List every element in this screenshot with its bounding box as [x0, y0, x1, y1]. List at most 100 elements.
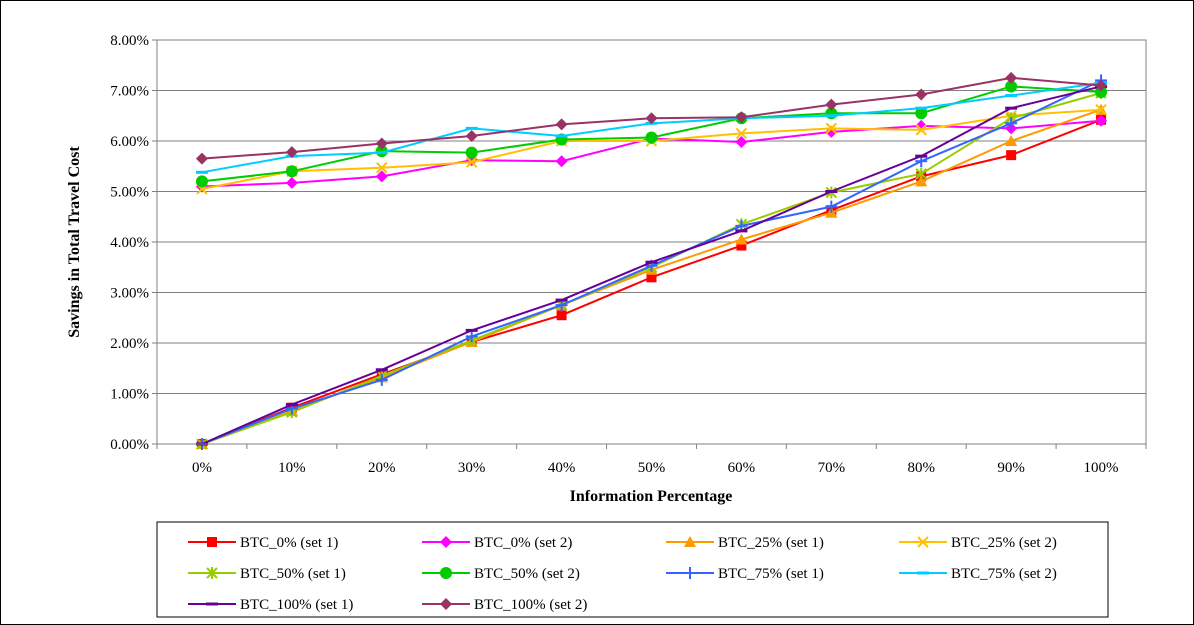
legend-marker [917, 536, 929, 548]
legend-item: BTC_100% (set 2) [422, 597, 587, 613]
legend-item: BTC_25% (set 1) [666, 535, 824, 551]
data-point [915, 119, 928, 132]
data-point [1095, 86, 1108, 99]
data-point [1095, 79, 1108, 92]
data-point [285, 165, 298, 178]
legend-marker [440, 598, 452, 610]
data-point [825, 114, 838, 118]
data-point [555, 134, 568, 138]
data-point [285, 176, 298, 189]
legend-label: BTC_100% (set 1) [240, 597, 353, 613]
legend-label: BTC_0% (set 2) [474, 535, 572, 551]
legend-marker [684, 567, 696, 579]
x-tick-label: 10% [278, 460, 306, 476]
legend-marker [440, 567, 452, 579]
x-axis-title: Information Percentage [570, 488, 733, 505]
data-point [465, 328, 478, 332]
legend-marker [917, 571, 929, 575]
data-point [1005, 135, 1018, 146]
x-axis-ticks: 0% 10% 20% 30% 40% 50% 60% 70% 80% 90% 100% [156, 444, 1147, 476]
x-tick-label: 30% [458, 460, 486, 476]
data-point [1005, 117, 1018, 130]
data-point [645, 131, 658, 144]
data-point [825, 190, 838, 193]
legend-marker [206, 602, 218, 606]
data-point [735, 229, 748, 233]
legend-item: BTC_75% (set 2) [899, 566, 1057, 582]
legend-marker [207, 537, 217, 547]
data-point [375, 368, 388, 372]
x-tick-label: 40% [548, 460, 576, 476]
y-tick-label: 7.00% [110, 84, 149, 100]
y-tick-label: 8.00% [110, 33, 149, 49]
y-tick-label: 3.00% [110, 286, 149, 302]
series-10 [195, 71, 1108, 165]
legend-label: BTC_75% (set 2) [951, 566, 1057, 582]
legend-item: BTC_50% (set 2) [422, 566, 580, 582]
y-tick-label: 1.00% [110, 387, 149, 403]
x-tick-label: 60% [728, 460, 756, 476]
data-point [646, 272, 657, 283]
data-point [645, 112, 658, 125]
data-point [555, 118, 568, 131]
data-point [1095, 103, 1107, 116]
data-point [376, 162, 388, 174]
data-point [556, 310, 567, 321]
data-point [465, 330, 478, 343]
data-point [915, 88, 928, 101]
data-point [915, 175, 928, 187]
y-axis-title: Savings in Total Travel Cost [66, 146, 83, 338]
data-point [735, 127, 748, 140]
y-tick-label: 6.00% [110, 134, 149, 150]
data-point [1006, 150, 1017, 161]
legend-label: BTC_100% (set 2) [474, 597, 587, 613]
legend: BTC_0% (set 1) BTC_0% (set 2) BTC_25% (set… [188, 535, 1057, 613]
legend-label: BTC_0% (set 1) [240, 535, 338, 551]
data-point [915, 107, 928, 120]
data-point [735, 233, 748, 245]
x-tick-label: 90% [997, 460, 1025, 476]
series-6 [195, 80, 1108, 188]
data-point [645, 260, 658, 264]
y-axis-ticks: 0.00% 1.00% 2.00% 3.00% 4.00% 5.00% 6.00% 7.00%… [110, 33, 157, 453]
x-tick-label: 80% [907, 460, 935, 476]
y-tick-label: 4.00% [110, 235, 149, 251]
data-point [375, 151, 388, 155]
series-1 [196, 114, 1107, 449]
legend-label: BTC_50% (set 1) [240, 566, 346, 582]
data-point [735, 136, 748, 149]
data-point [195, 170, 208, 174]
legend-label: BTC_75% (set 1) [718, 566, 824, 582]
legend-marker [206, 567, 218, 579]
legend-item: BTC_0% (set 2) [422, 535, 572, 551]
data-point [285, 146, 298, 159]
x-tick-label: 70% [818, 460, 846, 476]
data-point [1005, 106, 1018, 110]
data-point [465, 156, 478, 168]
series-layer [195, 71, 1108, 450]
legend-item: BTC_50% (set 1) [188, 566, 346, 582]
data-point [825, 98, 838, 111]
data-point [195, 152, 208, 165]
data-point [736, 240, 747, 251]
data-point [825, 200, 838, 213]
y-tick-label: 2.00% [110, 336, 149, 352]
data-point [1005, 80, 1018, 93]
data-point [915, 124, 927, 136]
legend-label: BTC_25% (set 2) [951, 535, 1057, 551]
legend-label: BTC_25% (set 1) [718, 535, 824, 551]
x-tick-label: 20% [368, 460, 396, 476]
x-tick-label: 100% [1084, 460, 1119, 476]
data-point [915, 106, 928, 110]
data-point [375, 170, 388, 183]
legend-marker [440, 536, 452, 548]
data-point [1095, 114, 1108, 127]
data-point [285, 403, 298, 407]
legend-label: BTC_50% (set 2) [474, 566, 580, 582]
legend-item: BTC_25% (set 2) [899, 535, 1057, 551]
data-point [735, 111, 748, 124]
data-point [1005, 71, 1018, 84]
data-point [195, 175, 208, 188]
x-tick-label: 0% [192, 460, 212, 476]
